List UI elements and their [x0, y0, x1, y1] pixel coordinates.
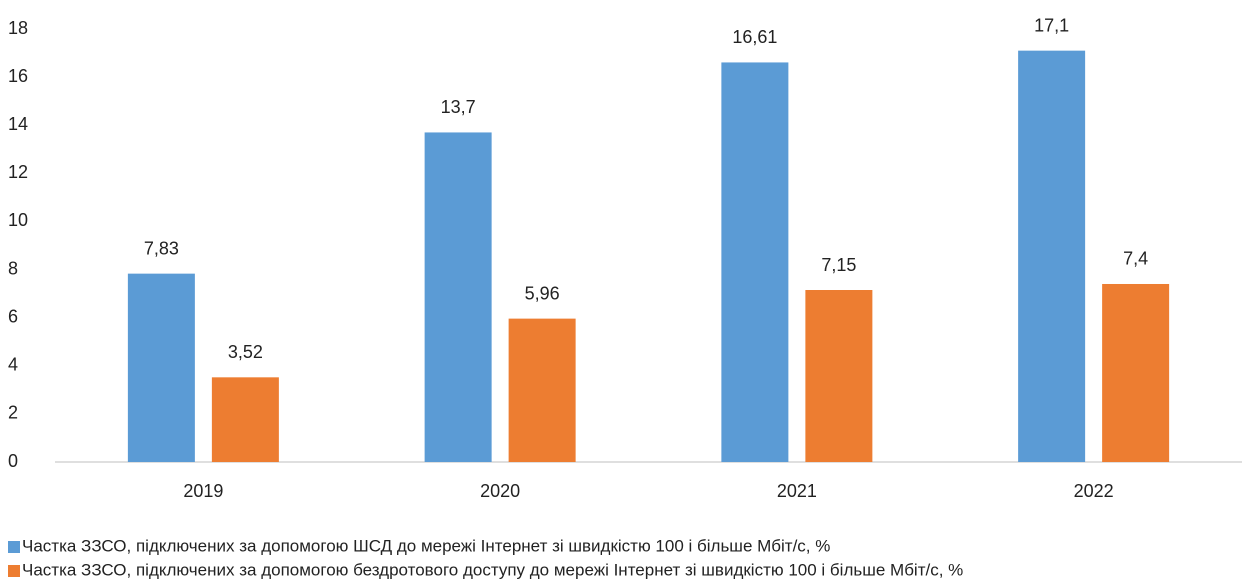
- y-tick-label: 0: [8, 451, 18, 471]
- legend-label: Частка ЗЗСО, підключених за допомогою бе…: [22, 560, 963, 579]
- bar: [1018, 50, 1086, 463]
- data-label: 7,83: [144, 238, 179, 258]
- y-tick-label: 4: [8, 355, 18, 375]
- legend-swatch: [8, 565, 20, 577]
- data-label: 17,1: [1034, 15, 1069, 35]
- x-tick-label: 2019: [183, 481, 223, 501]
- bar: [721, 62, 789, 462]
- bar: [508, 318, 576, 462]
- y-tick-label: 18: [8, 18, 28, 38]
- data-label: 3,52: [228, 342, 263, 362]
- y-tick-label: 8: [8, 258, 18, 278]
- bar: [211, 377, 279, 462]
- legend-label: Частка ЗЗСО, підключених за допомогою ШС…: [22, 536, 830, 555]
- legend-swatch: [8, 541, 20, 553]
- data-label: 16,61: [732, 27, 777, 47]
- y-tick-label: 14: [8, 114, 28, 134]
- x-tick-label: 2020: [480, 481, 520, 501]
- bar: [424, 132, 492, 462]
- data-label: 7,4: [1123, 249, 1148, 269]
- y-tick-label: 12: [8, 162, 28, 182]
- data-label: 13,7: [441, 97, 476, 117]
- bar: [805, 290, 873, 462]
- x-tick-label: 2021: [777, 481, 817, 501]
- data-label: 5,96: [525, 283, 560, 303]
- bar: [1102, 283, 1170, 462]
- data-label: 7,15: [821, 255, 856, 275]
- y-tick-label: 10: [8, 210, 28, 230]
- bar: [127, 273, 195, 462]
- y-tick-label: 16: [8, 66, 28, 86]
- x-tick-label: 2022: [1074, 481, 1114, 501]
- y-tick-label: 2: [8, 403, 18, 423]
- y-tick-label: 6: [8, 306, 18, 326]
